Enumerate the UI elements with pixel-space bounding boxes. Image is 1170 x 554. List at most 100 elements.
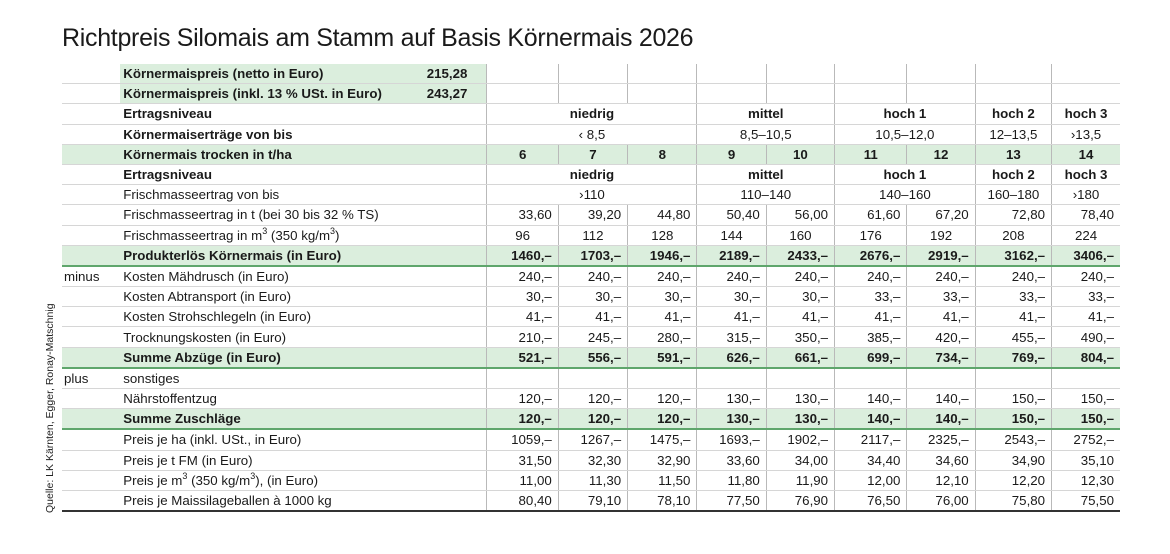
value-cell: 41,– bbox=[766, 306, 836, 328]
value-cell: 2117,– bbox=[834, 429, 908, 451]
group-cell: ›110 bbox=[486, 184, 698, 206]
value-cell: 556,– bbox=[558, 347, 629, 369]
group-cell: 110–140 bbox=[696, 184, 836, 206]
value-cell: 50,40 bbox=[696, 204, 767, 226]
value-cell: 120,– bbox=[627, 388, 698, 410]
value-cell: 1460,– bbox=[486, 245, 559, 267]
section-label bbox=[62, 184, 121, 206]
value-cell: 12,10 bbox=[906, 470, 976, 491]
value-cell: 2919,– bbox=[906, 245, 976, 267]
value-cell: 9 bbox=[696, 144, 767, 165]
value-cell: 35,10 bbox=[1051, 450, 1120, 471]
value-cell: 130,– bbox=[696, 408, 767, 431]
value-cell: 33,– bbox=[975, 286, 1053, 308]
group-cell: 160–180 bbox=[975, 184, 1053, 206]
table-row: Körnermaispreis (inkl. 13 % USt. in Euro… bbox=[62, 83, 1120, 105]
spacer-cell bbox=[423, 164, 488, 186]
row-label: sonstiges bbox=[120, 367, 424, 389]
value-cell: 7 bbox=[558, 144, 629, 165]
section-label bbox=[62, 64, 121, 85]
value-cell: 591,– bbox=[627, 347, 698, 369]
row-label: Preis je m3 (350 kg/m3), (in Euro) bbox=[120, 470, 424, 491]
value-cell: 240,– bbox=[1051, 264, 1120, 288]
spacer-cell bbox=[423, 286, 488, 308]
group-cell: 10,5–12,0 bbox=[834, 124, 976, 145]
section-label bbox=[62, 103, 121, 125]
table-row: Kosten Abtransport (in Euro) 30,– 30,– 30,–… bbox=[62, 286, 1120, 308]
label-part: ) bbox=[335, 227, 340, 243]
value-cell: 521,– bbox=[486, 347, 559, 369]
empty-cell bbox=[558, 367, 629, 389]
group-cell: hoch 1 bbox=[834, 164, 976, 186]
empty-cell bbox=[834, 367, 908, 389]
empty-cell bbox=[975, 83, 1053, 105]
value-cell: 140,– bbox=[906, 408, 976, 431]
section-label bbox=[62, 388, 121, 410]
value-cell: 33,– bbox=[906, 286, 976, 308]
value-cell: 1693,– bbox=[696, 429, 767, 451]
value-cell: 41,– bbox=[627, 306, 698, 328]
value-cell: 34,40 bbox=[834, 450, 908, 471]
page-title: Richtpreis Silomais am Stamm auf Basis K… bbox=[62, 24, 694, 52]
value-cell: 12,20 bbox=[975, 470, 1053, 491]
spacer-cell bbox=[423, 429, 488, 451]
value-cell: 240,– bbox=[906, 264, 976, 288]
value-cell: 240,– bbox=[975, 264, 1053, 288]
value-cell: 11,80 bbox=[696, 470, 767, 491]
value-cell: 34,00 bbox=[766, 450, 836, 471]
value-cell: 12,30 bbox=[1051, 470, 1120, 491]
group-cell: ›180 bbox=[1051, 184, 1120, 206]
section-label bbox=[62, 204, 121, 226]
value-cell: 192 bbox=[906, 225, 976, 246]
value-cell: 41,– bbox=[834, 306, 908, 328]
value-cell: 699,– bbox=[834, 347, 908, 369]
spacer-cell bbox=[423, 450, 488, 471]
spacer-cell bbox=[423, 388, 488, 410]
value-cell: 245,– bbox=[558, 326, 629, 348]
value-cell: 240,– bbox=[627, 264, 698, 288]
value-cell: 30,– bbox=[486, 286, 559, 308]
value-cell: 804,– bbox=[1051, 347, 1120, 369]
row-label: Trocknungskosten (in Euro) bbox=[120, 326, 424, 348]
spacer-cell bbox=[423, 124, 488, 145]
group-cell: 12–13,5 bbox=[975, 124, 1053, 145]
value-cell: 75,80 bbox=[975, 490, 1053, 513]
section-label bbox=[62, 326, 121, 348]
empty-cell bbox=[766, 367, 836, 389]
label-part: Preis je m bbox=[123, 472, 183, 488]
value-cell: 150,– bbox=[975, 388, 1053, 410]
empty-cell bbox=[906, 64, 976, 85]
section-label bbox=[62, 245, 121, 267]
value-cell: 3406,– bbox=[1051, 245, 1120, 267]
section-label bbox=[62, 83, 121, 105]
value-cell: 14 bbox=[1051, 144, 1120, 165]
value-cell: 76,50 bbox=[834, 490, 908, 513]
value-cell: 11 bbox=[834, 144, 908, 165]
table-row: Frischmasseertrag von bis ›110 110–140 140–… bbox=[62, 184, 1120, 206]
row-label: Nährstoffentzug bbox=[120, 388, 424, 410]
group-cell: niedrig bbox=[486, 103, 698, 125]
group-cell: hoch 3 bbox=[1051, 164, 1120, 186]
group-cell: hoch 3 bbox=[1051, 103, 1120, 125]
row-label: Summe Zuschläge bbox=[120, 408, 424, 431]
value-cell: 734,– bbox=[906, 347, 976, 369]
value-cell: 120,– bbox=[486, 408, 559, 431]
row-label: Kosten Mähdrusch (in Euro) bbox=[120, 264, 424, 288]
superscript: 3 bbox=[182, 470, 188, 481]
value-cell: 41,– bbox=[486, 306, 559, 328]
value-cell: 224 bbox=[1051, 225, 1120, 246]
value-cell: 72,80 bbox=[975, 204, 1053, 226]
value-cell: 30,– bbox=[558, 286, 629, 308]
empty-cell bbox=[1051, 367, 1120, 389]
section-label bbox=[62, 144, 121, 165]
spacer-cell bbox=[423, 490, 488, 513]
row-label: Summe Abzüge (in Euro) bbox=[120, 347, 424, 369]
row-label: Körnermais trocken in t/ha bbox=[120, 144, 424, 165]
value-cell: 130,– bbox=[696, 388, 767, 410]
table-row: Preis je t FM (in Euro) 31,50 32,30 32,90 33… bbox=[62, 450, 1120, 471]
value-cell: 30,– bbox=[627, 286, 698, 308]
value-cell: 385,– bbox=[834, 326, 908, 348]
value-cell: 79,10 bbox=[558, 490, 629, 513]
value-cell: 130,– bbox=[766, 408, 836, 431]
value-cell: 128 bbox=[627, 225, 698, 246]
